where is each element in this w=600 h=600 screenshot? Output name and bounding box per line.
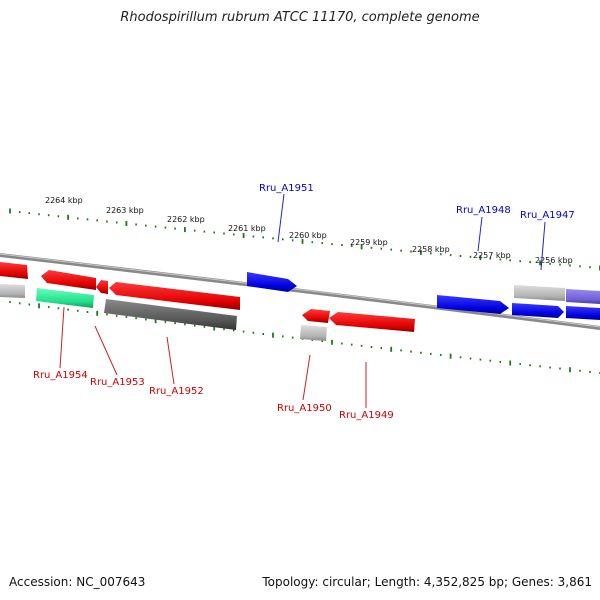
gene-label-rru-a1953[interactable]: Rru_A1953 [90, 377, 145, 388]
gene-arrow[interactable] [566, 306, 600, 320]
kbp-label: 2264 kbp [45, 196, 83, 205]
gene-label-rru-a1954[interactable]: Rru_A1954 [33, 370, 88, 381]
kbp-label: 2260 kbp [289, 231, 327, 240]
leader-line [477, 216, 483, 252]
genome-backbone [0, 253, 600, 330]
gene-arrow[interactable] [329, 312, 415, 332]
kbp-label: 2257 kbp [473, 251, 511, 260]
tick-marks-outer [9, 208, 600, 271]
genome-backbone-highlight [0, 253, 600, 328]
gene-arrow[interactable] [437, 295, 509, 314]
gene-label-rru-a1950[interactable]: Rru_A1950 [277, 403, 332, 414]
gene-arrow[interactable] [512, 303, 564, 318]
gene-label-rru-a1951[interactable]: Rru_A1951 [259, 183, 314, 194]
gene-arrow[interactable] [300, 325, 327, 341]
kbp-label: 2258 kbp [412, 245, 450, 254]
gene-arrow[interactable] [514, 285, 565, 301]
gene-arrow[interactable] [247, 272, 297, 292]
kbp-label: 2263 kbp [106, 206, 144, 215]
genome-summary-text: Topology: circular; Length: 4,352,825 bp… [262, 575, 592, 589]
gene-arrow[interactable] [566, 289, 600, 304]
gene-arrow[interactable] [109, 282, 240, 310]
leader-line [166, 336, 175, 385]
map-title: Rhodospirillum rubrum ATCC 11170, comple… [120, 10, 480, 25]
leader-line [94, 325, 118, 376]
leader-line [540, 221, 546, 271]
gene-arrow[interactable] [41, 270, 96, 290]
kbp-label: 2259 kbp [350, 238, 388, 247]
kbp-label: 2262 kbp [167, 215, 205, 224]
gene-label-rru-a1947[interactable]: Rru_A1947 [520, 210, 575, 221]
gene-arrow[interactable] [36, 288, 94, 308]
leader-line [302, 354, 311, 401]
gene-label-rru-a1952[interactable]: Rru_A1952 [149, 386, 204, 397]
gene-arrow[interactable] [0, 262, 28, 279]
leader-line [277, 193, 285, 243]
leader-line [59, 306, 65, 369]
kbp-label: 2256 kbp [535, 256, 573, 265]
gene-arrow[interactable] [0, 284, 25, 298]
kbp-label: 2261 kbp [228, 224, 266, 233]
gene-arrow[interactable] [96, 280, 108, 294]
gene-arrow[interactable] [104, 299, 237, 330]
gene-label-rru-a1948[interactable]: Rru_A1948 [456, 205, 511, 216]
accession-text: Accession: NC_007643 [9, 575, 146, 589]
gene-arrow[interactable] [302, 309, 330, 323]
gene-label-rru-a1949[interactable]: Rru_A1949 [339, 410, 394, 421]
